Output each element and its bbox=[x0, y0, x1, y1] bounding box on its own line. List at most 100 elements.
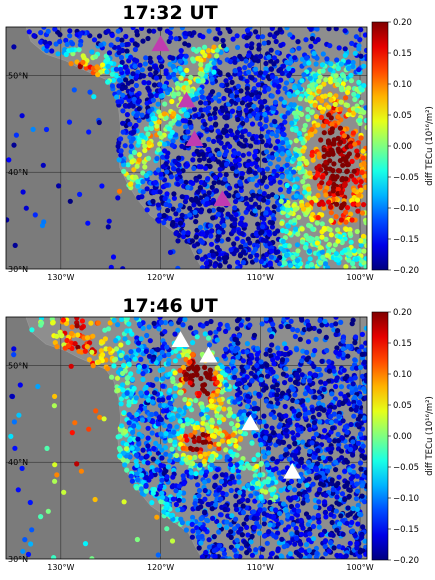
tec-point bbox=[149, 430, 155, 436]
tec-point bbox=[340, 162, 346, 168]
tec-point bbox=[266, 86, 272, 92]
tec-point bbox=[206, 105, 212, 111]
tec-point bbox=[168, 35, 174, 41]
tec-point bbox=[170, 55, 176, 61]
tec-point bbox=[172, 370, 178, 376]
tec-point bbox=[229, 98, 235, 104]
tec-point bbox=[338, 99, 344, 105]
tec-point bbox=[353, 334, 359, 340]
tec-point bbox=[225, 211, 231, 217]
tec-point bbox=[273, 507, 279, 513]
tec-point bbox=[349, 173, 355, 179]
tec-point bbox=[107, 346, 113, 352]
tec-point bbox=[299, 522, 305, 528]
tec-point bbox=[165, 361, 171, 367]
tec-point bbox=[336, 351, 342, 357]
tec-point bbox=[145, 85, 151, 91]
tec-point bbox=[28, 541, 34, 547]
tec-point bbox=[150, 419, 156, 425]
tec-point bbox=[157, 82, 163, 88]
tec-point bbox=[256, 42, 262, 48]
tec-point bbox=[313, 336, 319, 342]
tec-point bbox=[332, 242, 338, 248]
tec-point bbox=[284, 169, 290, 175]
tec-point bbox=[154, 155, 160, 162]
tec-point bbox=[215, 27, 221, 32]
colorbar-tick-label: 0.20 bbox=[393, 18, 412, 28]
tec-point bbox=[258, 258, 264, 265]
tec-point bbox=[269, 220, 275, 226]
tec-point bbox=[69, 47, 75, 53]
tec-point bbox=[243, 209, 249, 215]
tec-point bbox=[157, 27, 163, 32]
tec-point bbox=[258, 133, 264, 140]
tec-point bbox=[303, 542, 310, 548]
tec-point bbox=[250, 192, 256, 198]
tec-point bbox=[139, 112, 145, 118]
tec-point bbox=[244, 35, 250, 41]
tec-point bbox=[255, 480, 261, 487]
tec-point bbox=[358, 179, 364, 185]
tec-point bbox=[194, 525, 200, 531]
tec-point bbox=[315, 448, 321, 454]
tec-point bbox=[158, 483, 164, 490]
tec-point bbox=[292, 85, 298, 91]
tec-point bbox=[307, 553, 313, 559]
tec-point bbox=[228, 449, 234, 455]
tec-point bbox=[166, 74, 172, 80]
tec-point bbox=[347, 231, 353, 237]
tec-point bbox=[299, 226, 305, 232]
tec-point bbox=[198, 209, 204, 215]
tec-point bbox=[311, 536, 317, 542]
tec-point bbox=[91, 37, 98, 43]
tec-point bbox=[206, 252, 213, 258]
tec-point bbox=[245, 317, 251, 322]
tec-point bbox=[143, 126, 149, 132]
tec-point bbox=[174, 81, 180, 87]
tec-point bbox=[336, 501, 342, 507]
tec-point bbox=[321, 475, 327, 481]
tec-point bbox=[363, 340, 367, 346]
tec-point bbox=[219, 207, 225, 213]
tec-point bbox=[351, 168, 357, 174]
tec-point bbox=[188, 196, 195, 203]
tec-point bbox=[134, 536, 140, 543]
tec-point bbox=[330, 188, 336, 194]
tec-point bbox=[60, 317, 66, 323]
tec-point bbox=[216, 487, 222, 493]
tec-point bbox=[333, 331, 339, 338]
tec-point bbox=[42, 39, 48, 45]
tec-point bbox=[327, 166, 333, 172]
tec-point bbox=[120, 370, 126, 376]
tec-point bbox=[273, 38, 279, 45]
tec-point bbox=[209, 506, 215, 512]
tec-point bbox=[340, 334, 347, 340]
tec-point bbox=[216, 522, 222, 529]
tec-point bbox=[293, 193, 299, 199]
tec-point bbox=[255, 452, 261, 458]
tec-point bbox=[285, 110, 291, 116]
tec-point bbox=[153, 69, 159, 76]
tec-point bbox=[251, 456, 257, 463]
tec-point bbox=[300, 439, 306, 445]
tec-point bbox=[225, 368, 231, 374]
tec-point bbox=[163, 468, 169, 474]
tec-point bbox=[193, 219, 199, 225]
tec-point bbox=[273, 249, 279, 255]
tec-point bbox=[292, 217, 298, 223]
tec-point bbox=[202, 107, 208, 113]
tec-point bbox=[263, 398, 269, 404]
tec-point bbox=[170, 138, 176, 144]
tec-point bbox=[322, 93, 328, 99]
tec-point bbox=[202, 510, 208, 516]
tec-point bbox=[357, 37, 363, 43]
tec-point bbox=[345, 353, 351, 359]
tec-point bbox=[239, 532, 245, 538]
tec-point bbox=[140, 325, 146, 331]
tec-point bbox=[98, 42, 104, 48]
tec-point bbox=[268, 254, 274, 260]
tec-point bbox=[125, 69, 131, 75]
tec-point bbox=[98, 339, 105, 345]
tec-point bbox=[205, 146, 211, 153]
tec-point bbox=[207, 163, 213, 170]
